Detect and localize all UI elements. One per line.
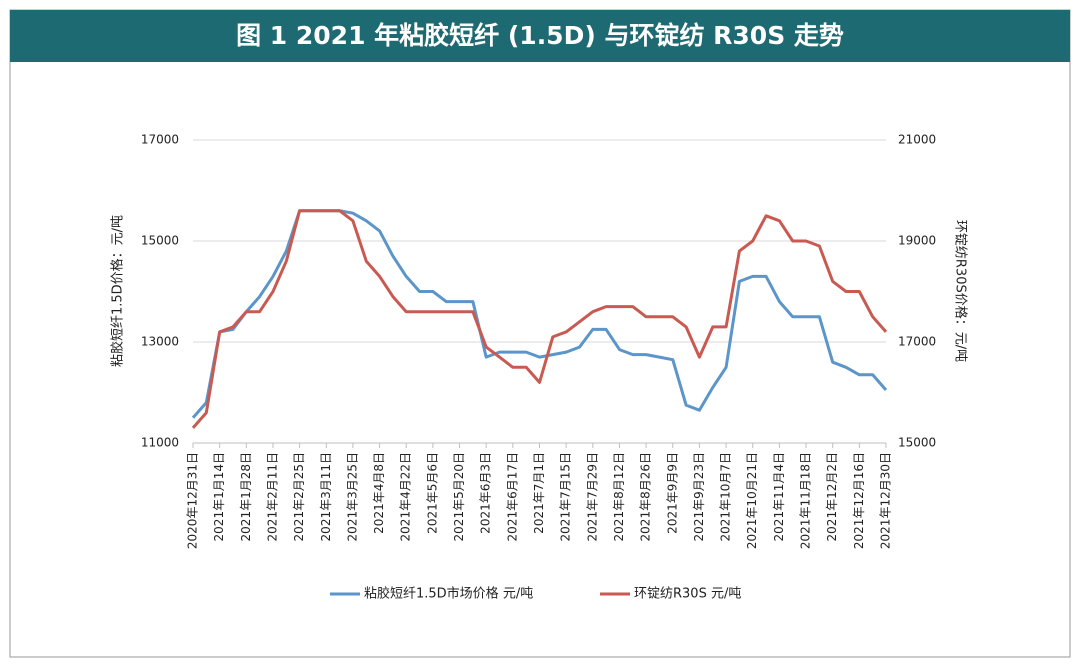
x-tick-label: 2021年11月18日 (799, 452, 813, 549)
x-tick-label: 2021年6月17日 (505, 452, 519, 541)
y-tick-label: 17000 (141, 133, 179, 147)
x-tick-label: 2021年12月16日 (852, 452, 866, 549)
y-tick-label: 11000 (141, 436, 179, 450)
x-tick-label: 2021年7月1日 (532, 452, 546, 534)
x-tick-label: 2021年10月7日 (719, 452, 733, 541)
x-tick-label: 2021年8月12日 (612, 452, 626, 541)
x-tick-label: 2021年5月20日 (452, 452, 466, 541)
legend-label: 环锭纺R30S 元/吨 (634, 587, 741, 602)
x-tick-label: 2020年12月31日 (186, 452, 200, 549)
y2-axis-label: 环锭纺R30S价格：元/吨 (953, 220, 969, 362)
x-tick-label: 2021年7月15日 (559, 452, 573, 541)
x-tick-label: 2021年10月21日 (745, 452, 759, 549)
chart-title: 图 1 2021 年粘胶短纤 (1.5D) 与环锭纺 R30S 走势 (236, 21, 844, 50)
y-axis-label: 粘胶短纤1.5D价格：元/吨 (110, 215, 126, 367)
frame (9, 9, 1071, 658)
x-tick-label: 2021年1月14日 (212, 452, 226, 541)
x-tick-label: 2021年2月11日 (265, 452, 279, 541)
y2-tick-label: 17000 (898, 335, 936, 349)
x-tick-label: 2021年9月23日 (692, 452, 706, 541)
x-tick-label: 2021年5月6日 (425, 452, 439, 534)
x-tick-label: 2021年2月25日 (292, 452, 306, 541)
x-tick-label: 2021年4月22日 (399, 452, 413, 541)
x-tick-label: 2021年9月9日 (665, 452, 679, 534)
x-tick-label: 2021年8月26日 (639, 452, 653, 541)
legend-label: 粘胶短纤1.5D市场价格 元/吨 (364, 586, 533, 602)
x-tick-label: 2021年11月4日 (772, 452, 786, 541)
x-tick-label: 2021年3月11日 (319, 452, 333, 541)
y-tick-label: 15000 (141, 234, 179, 248)
title-bar (10, 10, 1070, 62)
x-tick-label: 2021年6月3日 (479, 452, 493, 534)
x-tick-label: 2021年12月2日 (825, 452, 839, 541)
y-tick-label: 13000 (141, 335, 179, 349)
x-tick-label: 2021年12月30日 (879, 452, 893, 549)
x-tick-label: 2021年4月8日 (372, 452, 386, 534)
y2-tick-label: 21000 (898, 133, 936, 147)
x-tick-label: 2021年3月25日 (345, 452, 359, 541)
x-tick-label: 2021年7月29日 (585, 452, 599, 541)
x-tick-label: 2021年1月28日 (239, 452, 253, 541)
y2-tick-label: 19000 (898, 234, 936, 248)
series-line (191, 209, 888, 429)
y2-tick-label: 15000 (898, 436, 936, 450)
